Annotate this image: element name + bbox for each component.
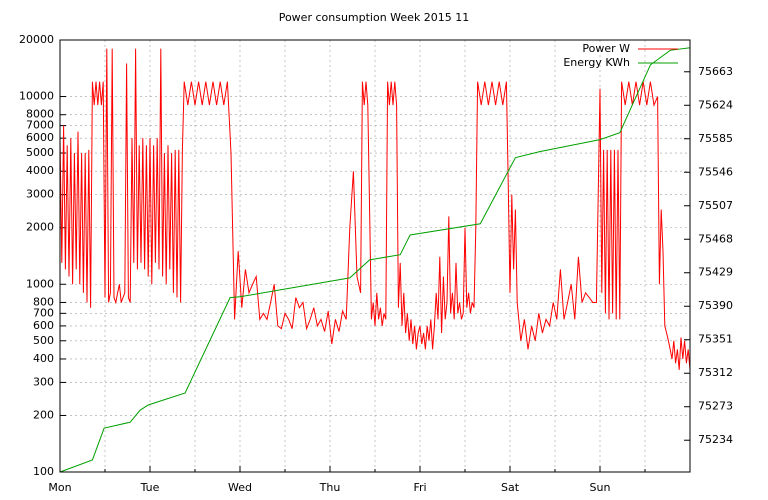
x-tick-label: Sat xyxy=(501,481,520,494)
y-tick-label: 6000 xyxy=(26,131,54,144)
x-tick-label: Mon xyxy=(48,481,71,494)
y2-tick-label: 75312 xyxy=(698,366,733,379)
y2-tick-label: 75507 xyxy=(698,199,733,212)
legend-label: Power W xyxy=(582,42,630,55)
y-tick-label: 10000 xyxy=(19,90,54,103)
y2-tick-label: 75390 xyxy=(698,299,733,312)
y2-tick-label: 75624 xyxy=(698,98,733,111)
chart-title: Power consumption Week 2015 11 xyxy=(279,11,470,24)
x-tick-label: Tue xyxy=(140,481,160,494)
y-tick-label: 600 xyxy=(33,319,54,332)
y2-tick-label: 75468 xyxy=(698,232,733,245)
x-tick-label: Sun xyxy=(590,481,611,494)
y-tick-label: 5000 xyxy=(26,146,54,159)
y2-tick-label: 75546 xyxy=(698,165,733,178)
y-tick-label: 800 xyxy=(33,295,54,308)
y2-tick-label: 75663 xyxy=(698,65,733,78)
y2-tick-label: 75429 xyxy=(698,266,733,279)
series-line xyxy=(59,48,691,370)
y-tick-label: 200 xyxy=(33,408,54,421)
y-tick-label: 1000 xyxy=(26,277,54,290)
y2-tick-label: 75273 xyxy=(698,400,733,413)
y-tick-label: 2000 xyxy=(26,221,54,234)
y-tick-label: 8000 xyxy=(26,108,54,121)
y2-tick-label: 75585 xyxy=(698,132,733,145)
legend-label: Energy KWh xyxy=(563,56,630,69)
y-tick-label: 400 xyxy=(33,352,54,365)
y-tick-label: 4000 xyxy=(26,164,54,177)
y-tick-label: 20000 xyxy=(19,33,54,46)
y-tick-label: 500 xyxy=(33,334,54,347)
x-tick-label: Thu xyxy=(319,481,341,494)
y-tick-label: 7000 xyxy=(26,119,54,132)
y-tick-label: 700 xyxy=(33,306,54,319)
y-tick-label: 3000 xyxy=(26,188,54,201)
series-line xyxy=(59,47,691,473)
y-tick-label: 100 xyxy=(33,465,54,478)
y2-tick-label: 75351 xyxy=(698,333,733,346)
x-tick-label: Fri xyxy=(413,481,426,494)
x-tick-label: Wed xyxy=(228,481,252,494)
y-tick-label: 300 xyxy=(33,375,54,388)
plot-border xyxy=(59,39,691,473)
y2-tick-label: 75234 xyxy=(698,433,733,446)
